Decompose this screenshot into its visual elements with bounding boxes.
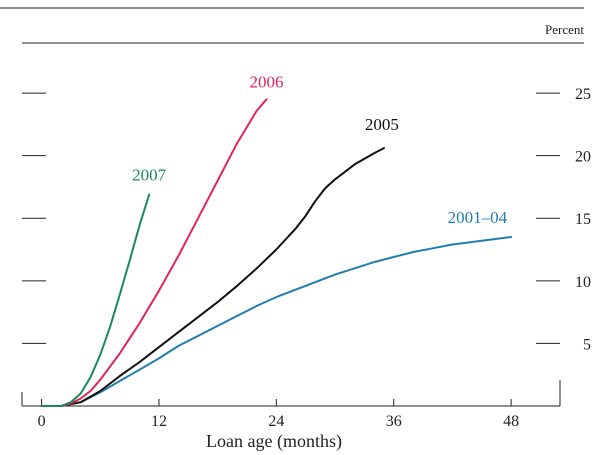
series-label-2001–04: 2001–04 <box>448 208 508 227</box>
plot-area: 0 12 24 36 48 5 10 15 20 25 2001–04 2005 2006 2007 <box>21 72 591 430</box>
x-tick-label-4: 48 <box>503 413 519 430</box>
x-tick-label-2: 24 <box>268 413 284 430</box>
series-label-2007: 2007 <box>132 165 167 184</box>
y-tick-label-1: 10 <box>575 274 591 291</box>
y-tick-label-0: 5 <box>583 336 591 353</box>
y-tick-label-3: 20 <box>575 149 591 166</box>
series-label-2005: 2005 <box>365 115 399 134</box>
series-line-2006 <box>40 98 268 407</box>
unit-label: Percent <box>545 22 584 37</box>
y-tick-label-4: 25 <box>575 86 591 103</box>
x-tick-label-0: 0 <box>38 413 46 430</box>
x-axis-label: Loan age (months) <box>206 431 342 452</box>
series-label-2006: 2006 <box>250 72 284 91</box>
series-line-2005 <box>40 147 385 407</box>
x-tick-label-1: 12 <box>151 413 167 430</box>
series-line-2007 <box>40 193 151 407</box>
y-tick-label-2: 15 <box>575 211 591 228</box>
x-tick-label-3: 36 <box>386 413 402 430</box>
series-line-2001–04 <box>40 236 513 407</box>
